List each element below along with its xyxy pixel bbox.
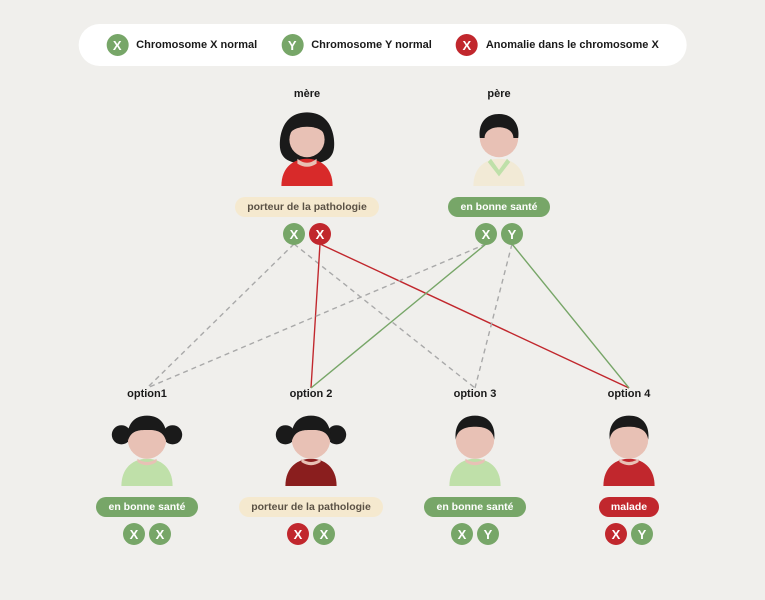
x-anomaly-icon: X [456, 34, 478, 56]
chromosome-x-icon: X [451, 523, 473, 545]
chromosome-x-icon: X [149, 523, 171, 545]
chromosome-row: XX [287, 523, 335, 545]
chromosome-y-icon: Y [501, 223, 523, 245]
y-normal-icon: Y [281, 34, 303, 56]
person-label: option1 [127, 388, 167, 400]
person-label: option 2 [290, 388, 333, 400]
person-father: père en bonne santé XY [424, 88, 574, 245]
x-normal-icon: X [106, 34, 128, 56]
person-label: père [487, 88, 510, 100]
person-label: mère [294, 88, 320, 100]
chromosome-y-icon: Y [631, 523, 653, 545]
legend-label: Chromosome X normal [136, 39, 257, 51]
chromosome-x-icon: X [605, 523, 627, 545]
status-badge: en bonne santé [96, 497, 197, 517]
legend-item-y-normal: Y Chromosome Y normal [281, 34, 432, 56]
person-mother: mère porteur de la pathologie XX [232, 88, 382, 245]
avatar [267, 106, 347, 191]
chromosome-row: XY [451, 523, 499, 545]
chromosome-row: XX [283, 223, 331, 245]
legend: X Chromosome X normal Y Chromosome Y nor… [78, 24, 687, 66]
person-label: option 3 [454, 388, 497, 400]
avatar [459, 106, 539, 191]
legend-label: Anomalie dans le chromosome X [486, 39, 659, 51]
chromosome-x-icon: X [313, 523, 335, 545]
person-label: option 4 [608, 388, 651, 400]
status-badge: en bonne santé [448, 197, 549, 217]
avatar [435, 406, 515, 491]
person-child-0: option1 en bonne santé XX [72, 388, 222, 545]
avatar [107, 406, 187, 491]
avatar [271, 406, 351, 491]
person-child-2: option 3 en bonne santé XY [400, 388, 550, 545]
chromosome-x-icon: X [309, 223, 331, 245]
chromosome-x-icon: X [123, 523, 145, 545]
chromosome-row: XY [475, 223, 523, 245]
chromosome-x-icon: X [475, 223, 497, 245]
chromosome-y-icon: Y [477, 523, 499, 545]
avatar [589, 406, 669, 491]
status-badge: porteur de la pathologie [239, 497, 383, 517]
status-badge: en bonne santé [424, 497, 525, 517]
person-child-3: option 4 malade XY [554, 388, 704, 545]
chromosome-row: XY [605, 523, 653, 545]
status-badge: malade [599, 497, 659, 517]
legend-item-x-anomaly: X Anomalie dans le chromosome X [456, 34, 659, 56]
chromosome-x-icon: X [287, 523, 309, 545]
chromosome-row: XX [123, 523, 171, 545]
legend-label: Chromosome Y normal [311, 39, 432, 51]
person-child-1: option 2 porteur de la pathologie XX [236, 388, 386, 545]
status-badge: porteur de la pathologie [235, 197, 379, 217]
legend-item-x-normal: X Chromosome X normal [106, 34, 257, 56]
chromosome-x-icon: X [283, 223, 305, 245]
